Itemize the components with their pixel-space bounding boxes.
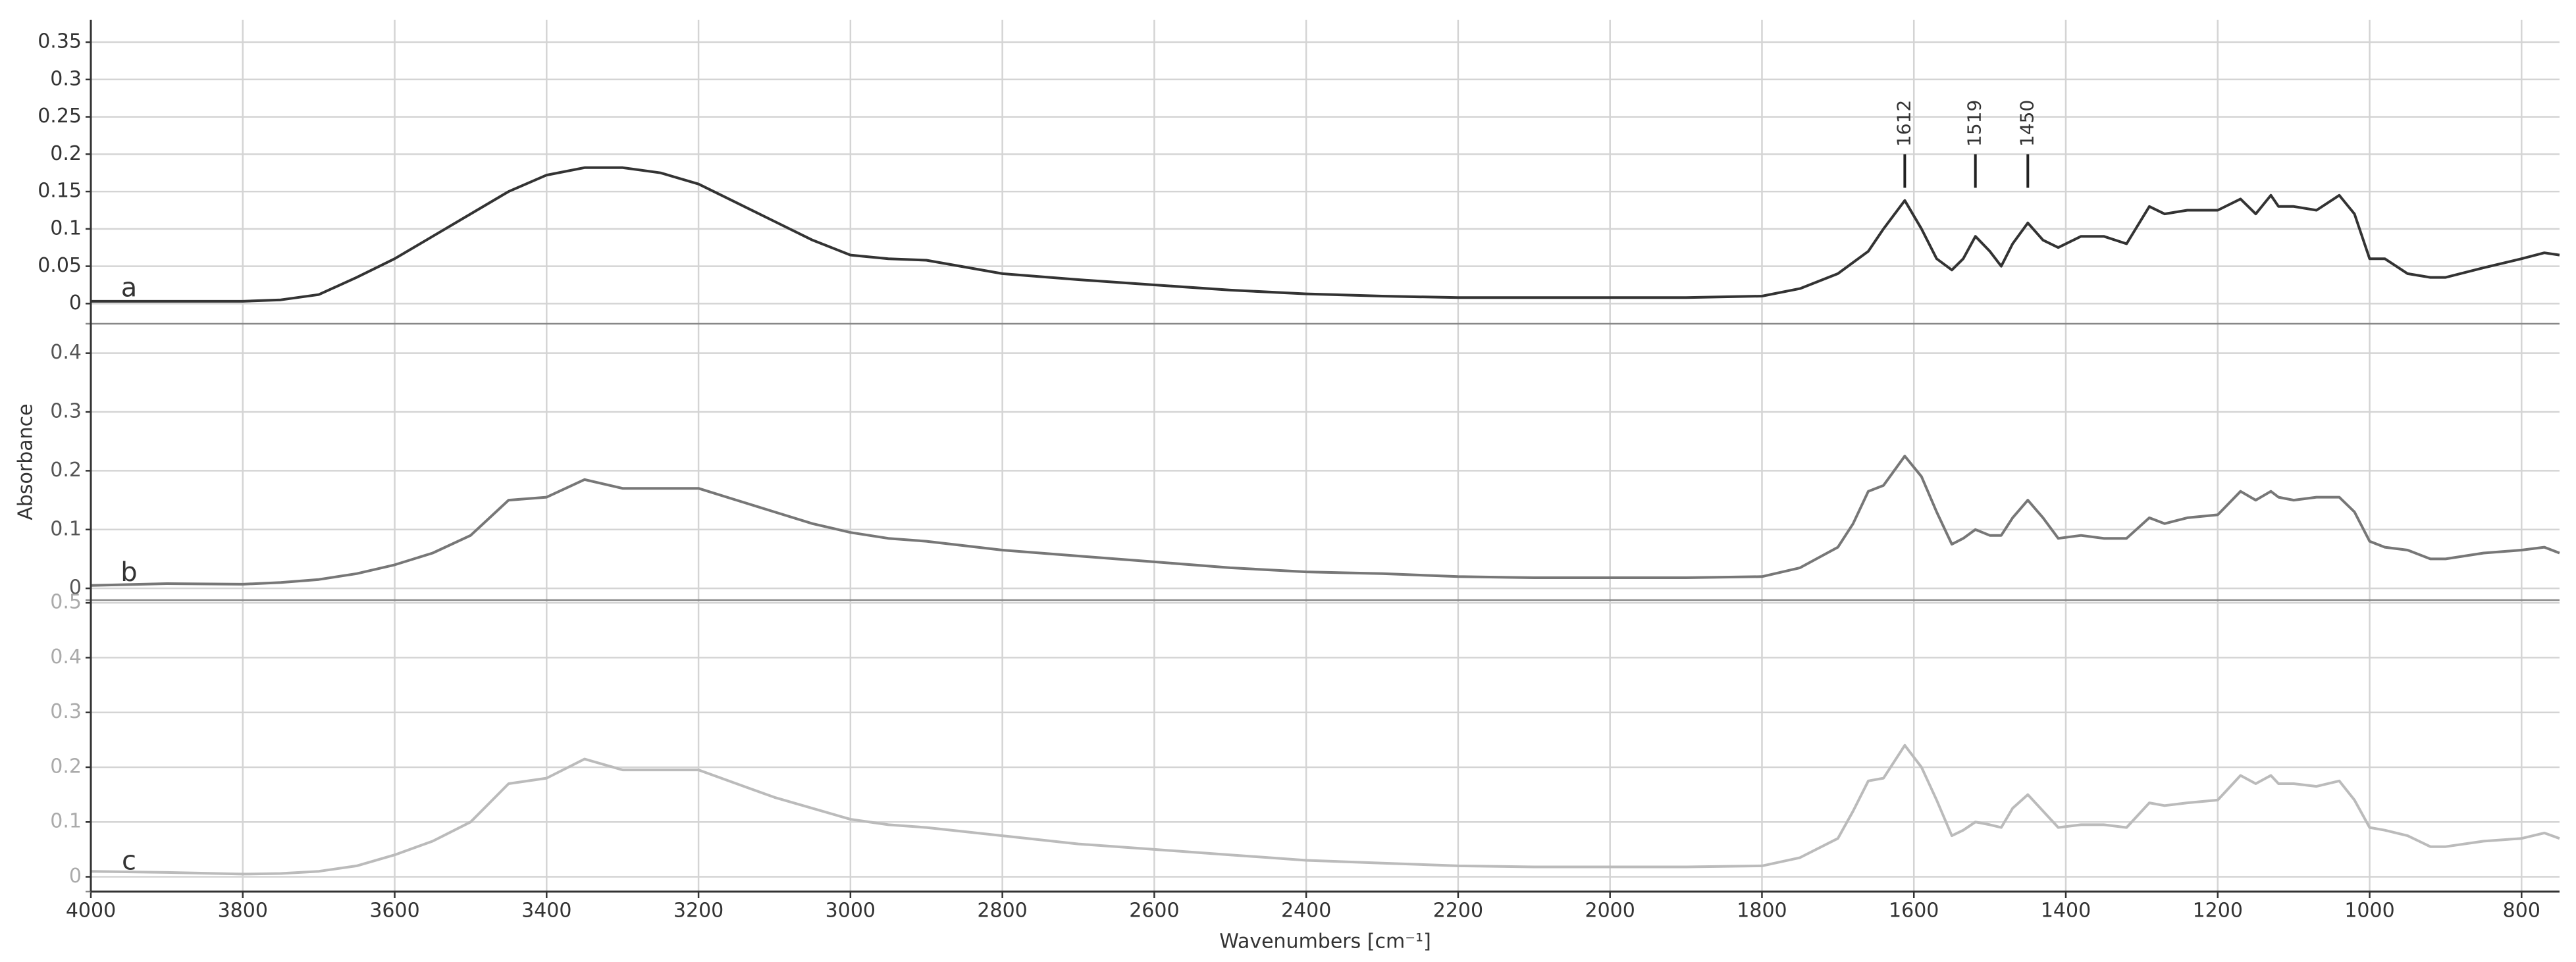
x-tick-label: 3800 (218, 899, 268, 923)
y-tick-label: 0.4 (50, 341, 82, 364)
x-tick-label: 1400 (2041, 899, 2091, 923)
x-tick-label: 2800 (977, 899, 1027, 923)
y-axis-label: Absorbance (14, 403, 38, 520)
y-tick-label: 0.1 (50, 216, 82, 240)
x-tick-label: 2400 (1281, 899, 1331, 923)
x-tick-label: 4000 (66, 899, 116, 923)
y-tick-label: 0.15 (38, 180, 82, 203)
spectrum-line (91, 166, 2560, 303)
series-label: b (120, 557, 137, 588)
x-tick-label: 3600 (369, 899, 419, 923)
x-tick-label: 1800 (1737, 899, 1787, 923)
y-tick-label: 0 (69, 576, 82, 599)
spectrum-line (90, 455, 2560, 587)
x-axis-label: Wavenumbers [cm⁻¹] (1219, 930, 1431, 953)
peak-label: 1450 (2016, 100, 2037, 147)
y-tick-label: 0.05 (38, 254, 82, 277)
peak-label: 1519 (1964, 100, 1985, 147)
x-tick-label: 1600 (1889, 899, 1939, 923)
y-tick-label: 0.3 (50, 400, 82, 423)
y-tick-label: 0 (69, 291, 82, 315)
y-tick-label: 0.5 (50, 591, 82, 614)
y-tick-label: 0.3 (50, 700, 82, 723)
y-tick-label: 0.4 (50, 646, 82, 669)
y-tick-label: 0.2 (50, 142, 82, 165)
y-tick-label: 0.35 (38, 30, 82, 53)
x-tick-label: 2000 (1585, 899, 1635, 923)
x-tick-label: 1200 (2193, 899, 2243, 923)
series-label: c (122, 846, 136, 876)
y-tick-label: 0.2 (50, 459, 82, 482)
y-tick-label: 0.25 (38, 105, 82, 128)
y-tick-label: 0.3 (50, 67, 82, 90)
x-tick-label: 2200 (1433, 899, 1483, 923)
x-tick-label: 3200 (673, 899, 723, 923)
x-tick-label: 3400 (521, 899, 571, 923)
peak-label: 1612 (1893, 100, 1914, 147)
x-tick-label: 3000 (826, 899, 876, 923)
y-tick-label: 0.1 (50, 810, 82, 833)
y-tick-label: 0.2 (50, 755, 82, 778)
x-tick-label: 800 (2503, 899, 2540, 923)
x-tick-label: 1000 (2344, 899, 2394, 923)
series-label: a (121, 272, 138, 303)
y-tick-label: 0.1 (50, 517, 82, 540)
x-tick-label: 2600 (1129, 899, 1179, 923)
spectrum-line (90, 744, 2560, 876)
y-tick-label: 0 (69, 865, 82, 888)
